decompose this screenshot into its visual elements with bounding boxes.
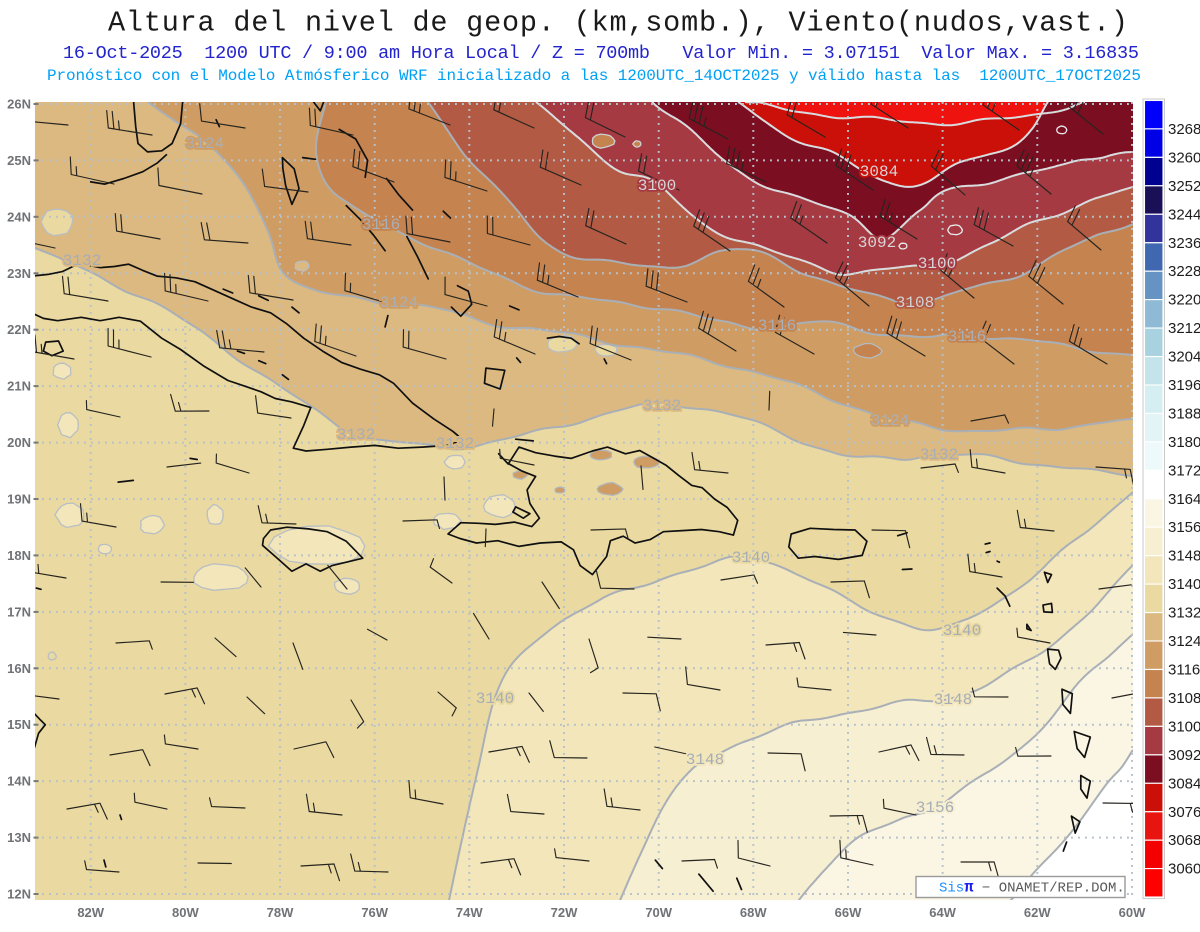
svg-text:Pronóstico con el Modelo Atmós: Pronóstico con el Modelo Atmósferico WRF… <box>47 67 1141 85</box>
svg-text:23N: 23N <box>7 266 31 281</box>
svg-text:3092: 3092 <box>858 234 896 252</box>
svg-text:20N: 20N <box>7 435 31 450</box>
svg-text:3132: 3132 <box>436 435 474 453</box>
svg-text:14N: 14N <box>7 774 31 789</box>
svg-text:22N: 22N <box>7 322 31 337</box>
svg-text:3260: 3260 <box>1168 149 1200 166</box>
svg-text:78W: 78W <box>267 905 294 920</box>
svg-text:3084: 3084 <box>1168 775 1200 792</box>
svg-text:68W: 68W <box>740 905 767 920</box>
svg-text:3108: 3108 <box>896 294 934 312</box>
svg-text:3244: 3244 <box>1168 206 1200 223</box>
svg-text:3076: 3076 <box>1168 804 1200 821</box>
svg-text:3124: 3124 <box>1168 633 1200 650</box>
svg-text:3124: 3124 <box>380 294 418 312</box>
svg-text:3140: 3140 <box>476 690 514 708</box>
svg-text:15N: 15N <box>7 717 31 732</box>
svg-text:3132: 3132 <box>63 252 101 270</box>
svg-text:3188: 3188 <box>1168 405 1200 422</box>
svg-text:70W: 70W <box>645 905 672 920</box>
svg-text:3148: 3148 <box>1168 548 1200 565</box>
svg-text:12N: 12N <box>7 887 31 902</box>
svg-text:3084: 3084 <box>860 163 898 181</box>
svg-text:3268: 3268 <box>1168 121 1200 138</box>
svg-text:3252: 3252 <box>1168 178 1200 195</box>
svg-text:3132: 3132 <box>337 426 375 444</box>
svg-text:3148: 3148 <box>686 751 724 769</box>
svg-text:60W: 60W <box>1119 905 1146 920</box>
svg-text:3116: 3116 <box>948 328 986 346</box>
svg-text:3060: 3060 <box>1168 861 1200 878</box>
svg-text:3212: 3212 <box>1168 320 1200 337</box>
svg-text:3180: 3180 <box>1168 434 1200 451</box>
svg-text:3196: 3196 <box>1168 377 1200 394</box>
svg-text:3068: 3068 <box>1168 832 1200 849</box>
svg-text:19N: 19N <box>7 492 31 507</box>
svg-text:26N: 26N <box>7 97 31 112</box>
svg-text:82W: 82W <box>77 905 104 920</box>
svg-text:3124: 3124 <box>871 412 909 430</box>
svg-text:3124: 3124 <box>186 135 224 153</box>
svg-text:80W: 80W <box>172 905 199 920</box>
svg-text:3228: 3228 <box>1168 263 1200 280</box>
svg-text:3236: 3236 <box>1168 235 1200 252</box>
svg-text:3132: 3132 <box>643 397 681 415</box>
svg-text:3140: 3140 <box>943 622 981 640</box>
svg-text:72W: 72W <box>551 905 578 920</box>
svg-text:3204: 3204 <box>1168 349 1200 366</box>
svg-text:16-Oct-2025 1200 UTC / 9:00 a: 16-Oct-2025 1200 UTC / 9:00 am Hora Loca… <box>63 43 1139 64</box>
svg-text:Sisπ − ONAMET/REP.DOM.: Sisπ − ONAMET/REP.DOM. <box>939 879 1125 897</box>
svg-text:64W: 64W <box>929 905 956 920</box>
svg-text:62W: 62W <box>1024 905 1051 920</box>
svg-text:3220: 3220 <box>1168 292 1200 309</box>
svg-text:3164: 3164 <box>1168 491 1200 508</box>
svg-text:24N: 24N <box>7 209 31 224</box>
svg-text:76W: 76W <box>361 905 388 920</box>
svg-text:25N: 25N <box>7 153 31 168</box>
svg-text:21N: 21N <box>7 379 31 394</box>
svg-text:66W: 66W <box>835 905 862 920</box>
svg-text:3116: 3116 <box>758 317 796 335</box>
svg-text:3100: 3100 <box>918 255 956 273</box>
svg-text:3172: 3172 <box>1168 462 1200 479</box>
svg-text:74W: 74W <box>456 905 483 920</box>
svg-text:3116: 3116 <box>362 216 400 234</box>
svg-text:3148: 3148 <box>934 691 972 709</box>
svg-text:3132: 3132 <box>1168 605 1200 622</box>
svg-text:3100: 3100 <box>1168 718 1200 735</box>
svg-text:17N: 17N <box>7 604 31 619</box>
svg-text:16N: 16N <box>7 661 31 676</box>
svg-text:3156: 3156 <box>1168 519 1200 536</box>
svg-text:3092: 3092 <box>1168 747 1200 764</box>
svg-text:3116: 3116 <box>1168 662 1200 679</box>
svg-text:13N: 13N <box>7 830 31 845</box>
svg-text:3140: 3140 <box>732 549 770 567</box>
svg-text:3108: 3108 <box>1168 690 1200 707</box>
svg-text:18N: 18N <box>7 548 31 563</box>
svg-text:3156: 3156 <box>916 799 954 817</box>
svg-text:Altura del nivel de geop. (km,: Altura del nivel de geop. (km,somb.), Vi… <box>108 7 1128 40</box>
svg-text:3100: 3100 <box>638 177 676 195</box>
svg-text:3132: 3132 <box>920 446 958 464</box>
svg-text:3140: 3140 <box>1168 576 1200 593</box>
